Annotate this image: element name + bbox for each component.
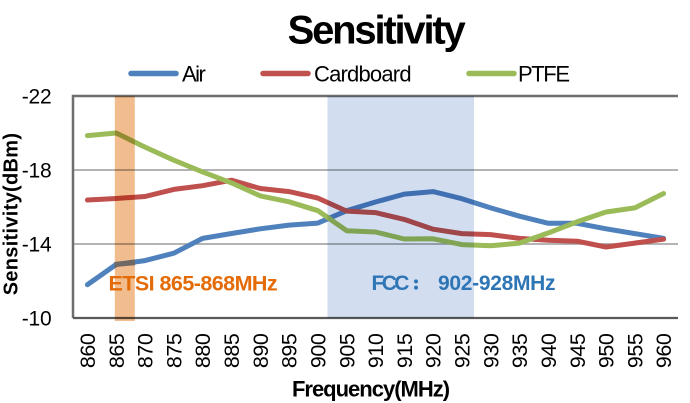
svg-text:885: 885: [220, 333, 244, 368]
svg-text:PTFE: PTFE: [518, 62, 569, 87]
svg-text:905: 905: [335, 333, 359, 368]
svg-text:950: 950: [595, 333, 619, 368]
svg-text:955: 955: [623, 333, 647, 368]
svg-text:-14: -14: [22, 234, 52, 257]
svg-text:ETSI 865-868MHz: ETSI 865-868MHz: [109, 272, 278, 296]
svg-text:FCC: FCC: [372, 272, 410, 295]
svg-text:860: 860: [76, 333, 100, 368]
svg-text:910: 910: [364, 333, 388, 368]
svg-text:-10: -10: [22, 308, 52, 331]
svg-text:925: 925: [451, 333, 475, 368]
svg-text:Sensitivity: Sensitivity: [288, 9, 467, 53]
svg-text:902-928MHz: 902-928MHz: [438, 272, 555, 295]
svg-text:900: 900: [307, 333, 331, 368]
svg-text:875: 875: [162, 333, 186, 368]
svg-text:Cardboard: Cardboard: [314, 62, 411, 87]
svg-text:920: 920: [422, 333, 446, 368]
svg-text:895: 895: [278, 333, 302, 368]
svg-text:890: 890: [249, 333, 273, 368]
svg-text:870: 870: [134, 333, 158, 368]
svg-text:915: 915: [393, 333, 417, 368]
svg-text:880: 880: [191, 333, 215, 368]
svg-text:935: 935: [508, 333, 532, 368]
svg-text:940: 940: [537, 333, 561, 368]
svg-text:Sensitivity(dBm): Sensitivity(dBm): [1, 133, 23, 296]
svg-text:930: 930: [479, 333, 503, 368]
svg-text:-22: -22: [22, 86, 52, 109]
svg-text:945: 945: [566, 333, 590, 368]
svg-text:Frequency(MHz): Frequency(MHz): [292, 377, 450, 402]
svg-text:Air: Air: [182, 62, 206, 87]
svg-text:865: 865: [105, 333, 129, 368]
svg-text:960: 960: [652, 333, 676, 368]
svg-text:-18: -18: [22, 160, 52, 183]
